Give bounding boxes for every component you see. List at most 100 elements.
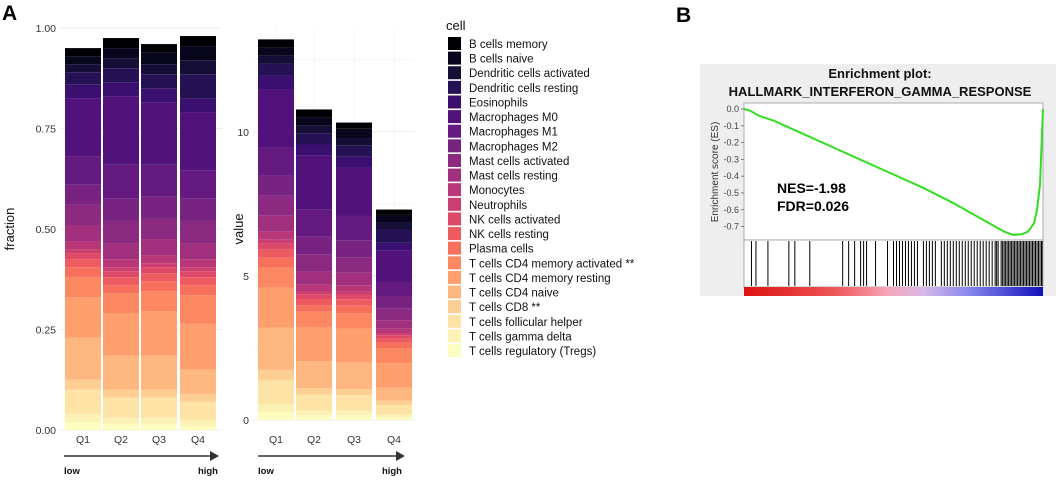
enrichment-title: Enrichment plot:	[828, 66, 931, 81]
bar-segment	[296, 236, 332, 255]
bar-segment	[336, 415, 372, 420]
bar-segment	[258, 39, 294, 48]
legend-item: Macrophages M1	[448, 124, 558, 139]
bar-segment	[376, 320, 412, 329]
legend-swatch	[448, 168, 461, 182]
bar-segment	[103, 285, 139, 294]
bar-segment	[296, 133, 332, 145]
bar-segment	[296, 410, 332, 416]
fraction-x-ticks: Q1 Q2 Q3 Q4	[76, 434, 205, 446]
fraction-arrow-low: low	[64, 466, 80, 477]
y-tick-label: 10	[237, 127, 249, 139]
bar-segment	[103, 277, 139, 286]
bar-segment	[180, 46, 216, 61]
x-tick-label: Q4	[387, 434, 401, 446]
bar-segment	[376, 338, 412, 343]
bar-segment	[258, 239, 294, 244]
bar-segment	[103, 355, 139, 390]
bar-segment	[258, 231, 294, 240]
bar-segment	[296, 284, 332, 292]
bar-segment	[296, 144, 332, 156]
bar-segment	[65, 84, 101, 99]
bar-segment	[258, 369, 294, 380]
bar-segment	[258, 89, 294, 148]
bar-segment	[376, 363, 412, 388]
panel-a-label: A	[2, 2, 17, 25]
bar-segment	[180, 271, 216, 278]
es-y-tick-label: -0.5	[723, 188, 739, 198]
bar-segment	[296, 327, 332, 362]
legend-item: T cells gamma delta	[448, 329, 572, 343]
bar-segment	[65, 389, 101, 414]
bar-segment	[336, 389, 372, 396]
bar-segment	[376, 328, 412, 334]
bar-segment	[141, 255, 177, 264]
bar-segment	[141, 389, 177, 398]
bar-segment	[258, 411, 294, 420]
bar-segment	[180, 323, 216, 370]
bar-segment	[336, 328, 372, 363]
es-y-tick-label: 0.0	[726, 104, 739, 114]
legend-label: B cells naive	[469, 54, 534, 66]
bar-segment	[336, 257, 372, 273]
legend-label: Mast cells activated	[469, 156, 569, 168]
bar-segment	[65, 379, 101, 390]
legend-label: T cells CD4 memory activated **	[469, 258, 635, 270]
es-curve	[743, 108, 1044, 236]
legend-swatch	[448, 51, 461, 65]
bar-segment	[336, 305, 372, 314]
bar-segment	[296, 311, 332, 328]
bar-segment	[336, 156, 372, 168]
bar-segment	[180, 60, 216, 75]
bar-segment	[180, 277, 216, 286]
fraction-arrow-high: high	[198, 466, 218, 477]
bar-segment	[376, 404, 412, 415]
bar-segment	[376, 400, 412, 405]
bar-segment	[336, 299, 372, 306]
legend-label: T cells CD4 naive	[469, 288, 559, 300]
es-y-tick-label: -0.6	[723, 205, 739, 215]
legend-swatch	[448, 270, 461, 284]
bar-segment	[258, 63, 294, 76]
legend-label: Macrophages M1	[469, 127, 558, 139]
bar-segment	[103, 164, 139, 199]
bar-segment	[65, 48, 101, 57]
es-y-tick-label: -0.4	[723, 171, 739, 181]
bar-segment	[180, 74, 216, 99]
bar-segment	[336, 285, 372, 292]
x-tick-label: Q2	[307, 434, 321, 446]
bar-segment	[180, 220, 216, 244]
bar-segment	[103, 267, 139, 272]
legend-swatch	[448, 227, 461, 241]
legend-item: Eosinophils	[448, 95, 528, 109]
bar-segment	[65, 98, 101, 157]
bar-segment	[336, 410, 372, 416]
legend-swatch	[448, 256, 461, 270]
legend-label: Dendritic cells resting	[469, 83, 578, 95]
bar-segment	[103, 243, 139, 260]
x-tick-label: Q4	[191, 434, 205, 446]
bar-segment	[65, 253, 101, 260]
y-tick-label: 5	[243, 271, 249, 283]
bar-segment	[103, 220, 139, 244]
bar-segment	[296, 254, 332, 272]
y-tick-label: 1.00	[36, 23, 57, 35]
bar-segment	[141, 218, 177, 240]
bar-segment	[141, 263, 177, 268]
bar-segment	[65, 184, 101, 205]
bar-segment	[258, 55, 294, 64]
fdr-value: FDR=0.026	[777, 198, 849, 214]
bar-segment	[103, 293, 139, 314]
legend-label: T cells follicular helper	[469, 317, 583, 329]
enrichment-subtitle: HALLMARK_INTERFERON_GAMMA_RESPONSE	[729, 84, 1032, 99]
bar-segment	[65, 249, 101, 254]
legend-item: NK cells activated	[448, 212, 560, 226]
bar-segment	[141, 52, 177, 65]
y-tick-label: 0.50	[36, 224, 57, 236]
x-tick-label: Q3	[347, 434, 361, 446]
bar-segment	[258, 249, 294, 258]
bar-segment	[376, 414, 412, 418]
legend-item: NK cells resting	[448, 227, 549, 241]
bar-segment	[258, 287, 294, 328]
